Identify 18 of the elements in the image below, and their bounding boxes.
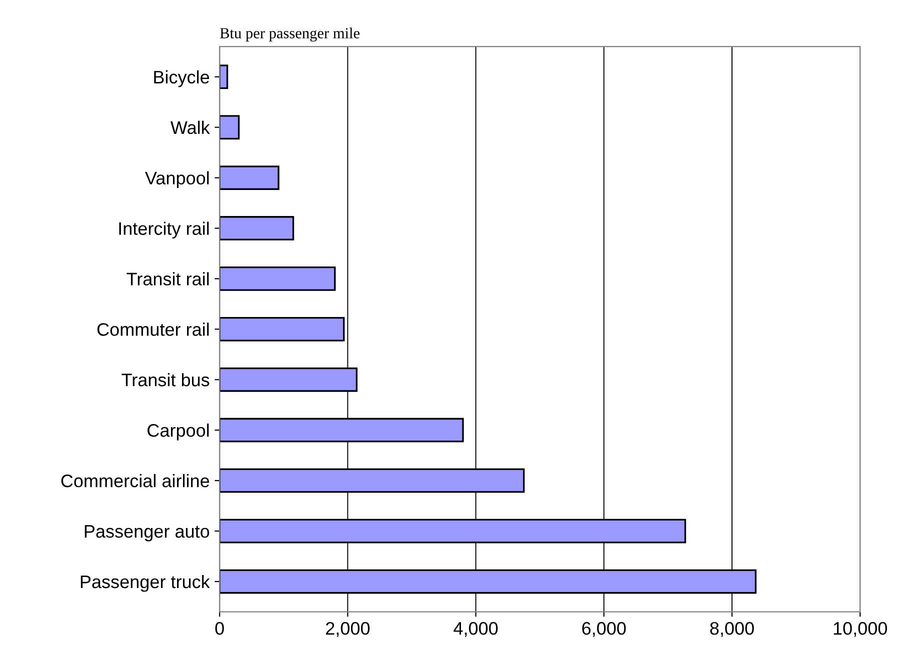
x-tick-label: 10,000 bbox=[834, 622, 888, 637]
x-axis-title: Btu per passenger mile bbox=[220, 28, 360, 42]
y-tick-label: Commercial airline bbox=[61, 474, 210, 488]
y-tick-label: Transit rail bbox=[126, 272, 209, 286]
y-tick-label: Carpool bbox=[148, 424, 209, 440]
y-tick-label: Transit bus bbox=[122, 373, 210, 386]
y-tick-label: Passenger auto bbox=[84, 525, 210, 542]
x-tick-label: 4,000 bbox=[454, 622, 498, 637]
y-tick-label: Commuter rail bbox=[97, 322, 209, 336]
x-tick-label: 8,000 bbox=[710, 622, 754, 637]
x-tick-label: 2,000 bbox=[326, 622, 370, 637]
x-tick-label: 6,000 bbox=[582, 622, 626, 637]
y-tick-label: Passenger truck bbox=[80, 574, 210, 592]
y-tick-label: Bicycle bbox=[154, 70, 210, 88]
y-tick-label: Intercity rail bbox=[119, 222, 209, 239]
y-tick-label: Vanpool bbox=[145, 171, 209, 188]
x-tick-label: 0 bbox=[215, 622, 224, 635]
y-tick-label: Walk bbox=[170, 120, 210, 134]
